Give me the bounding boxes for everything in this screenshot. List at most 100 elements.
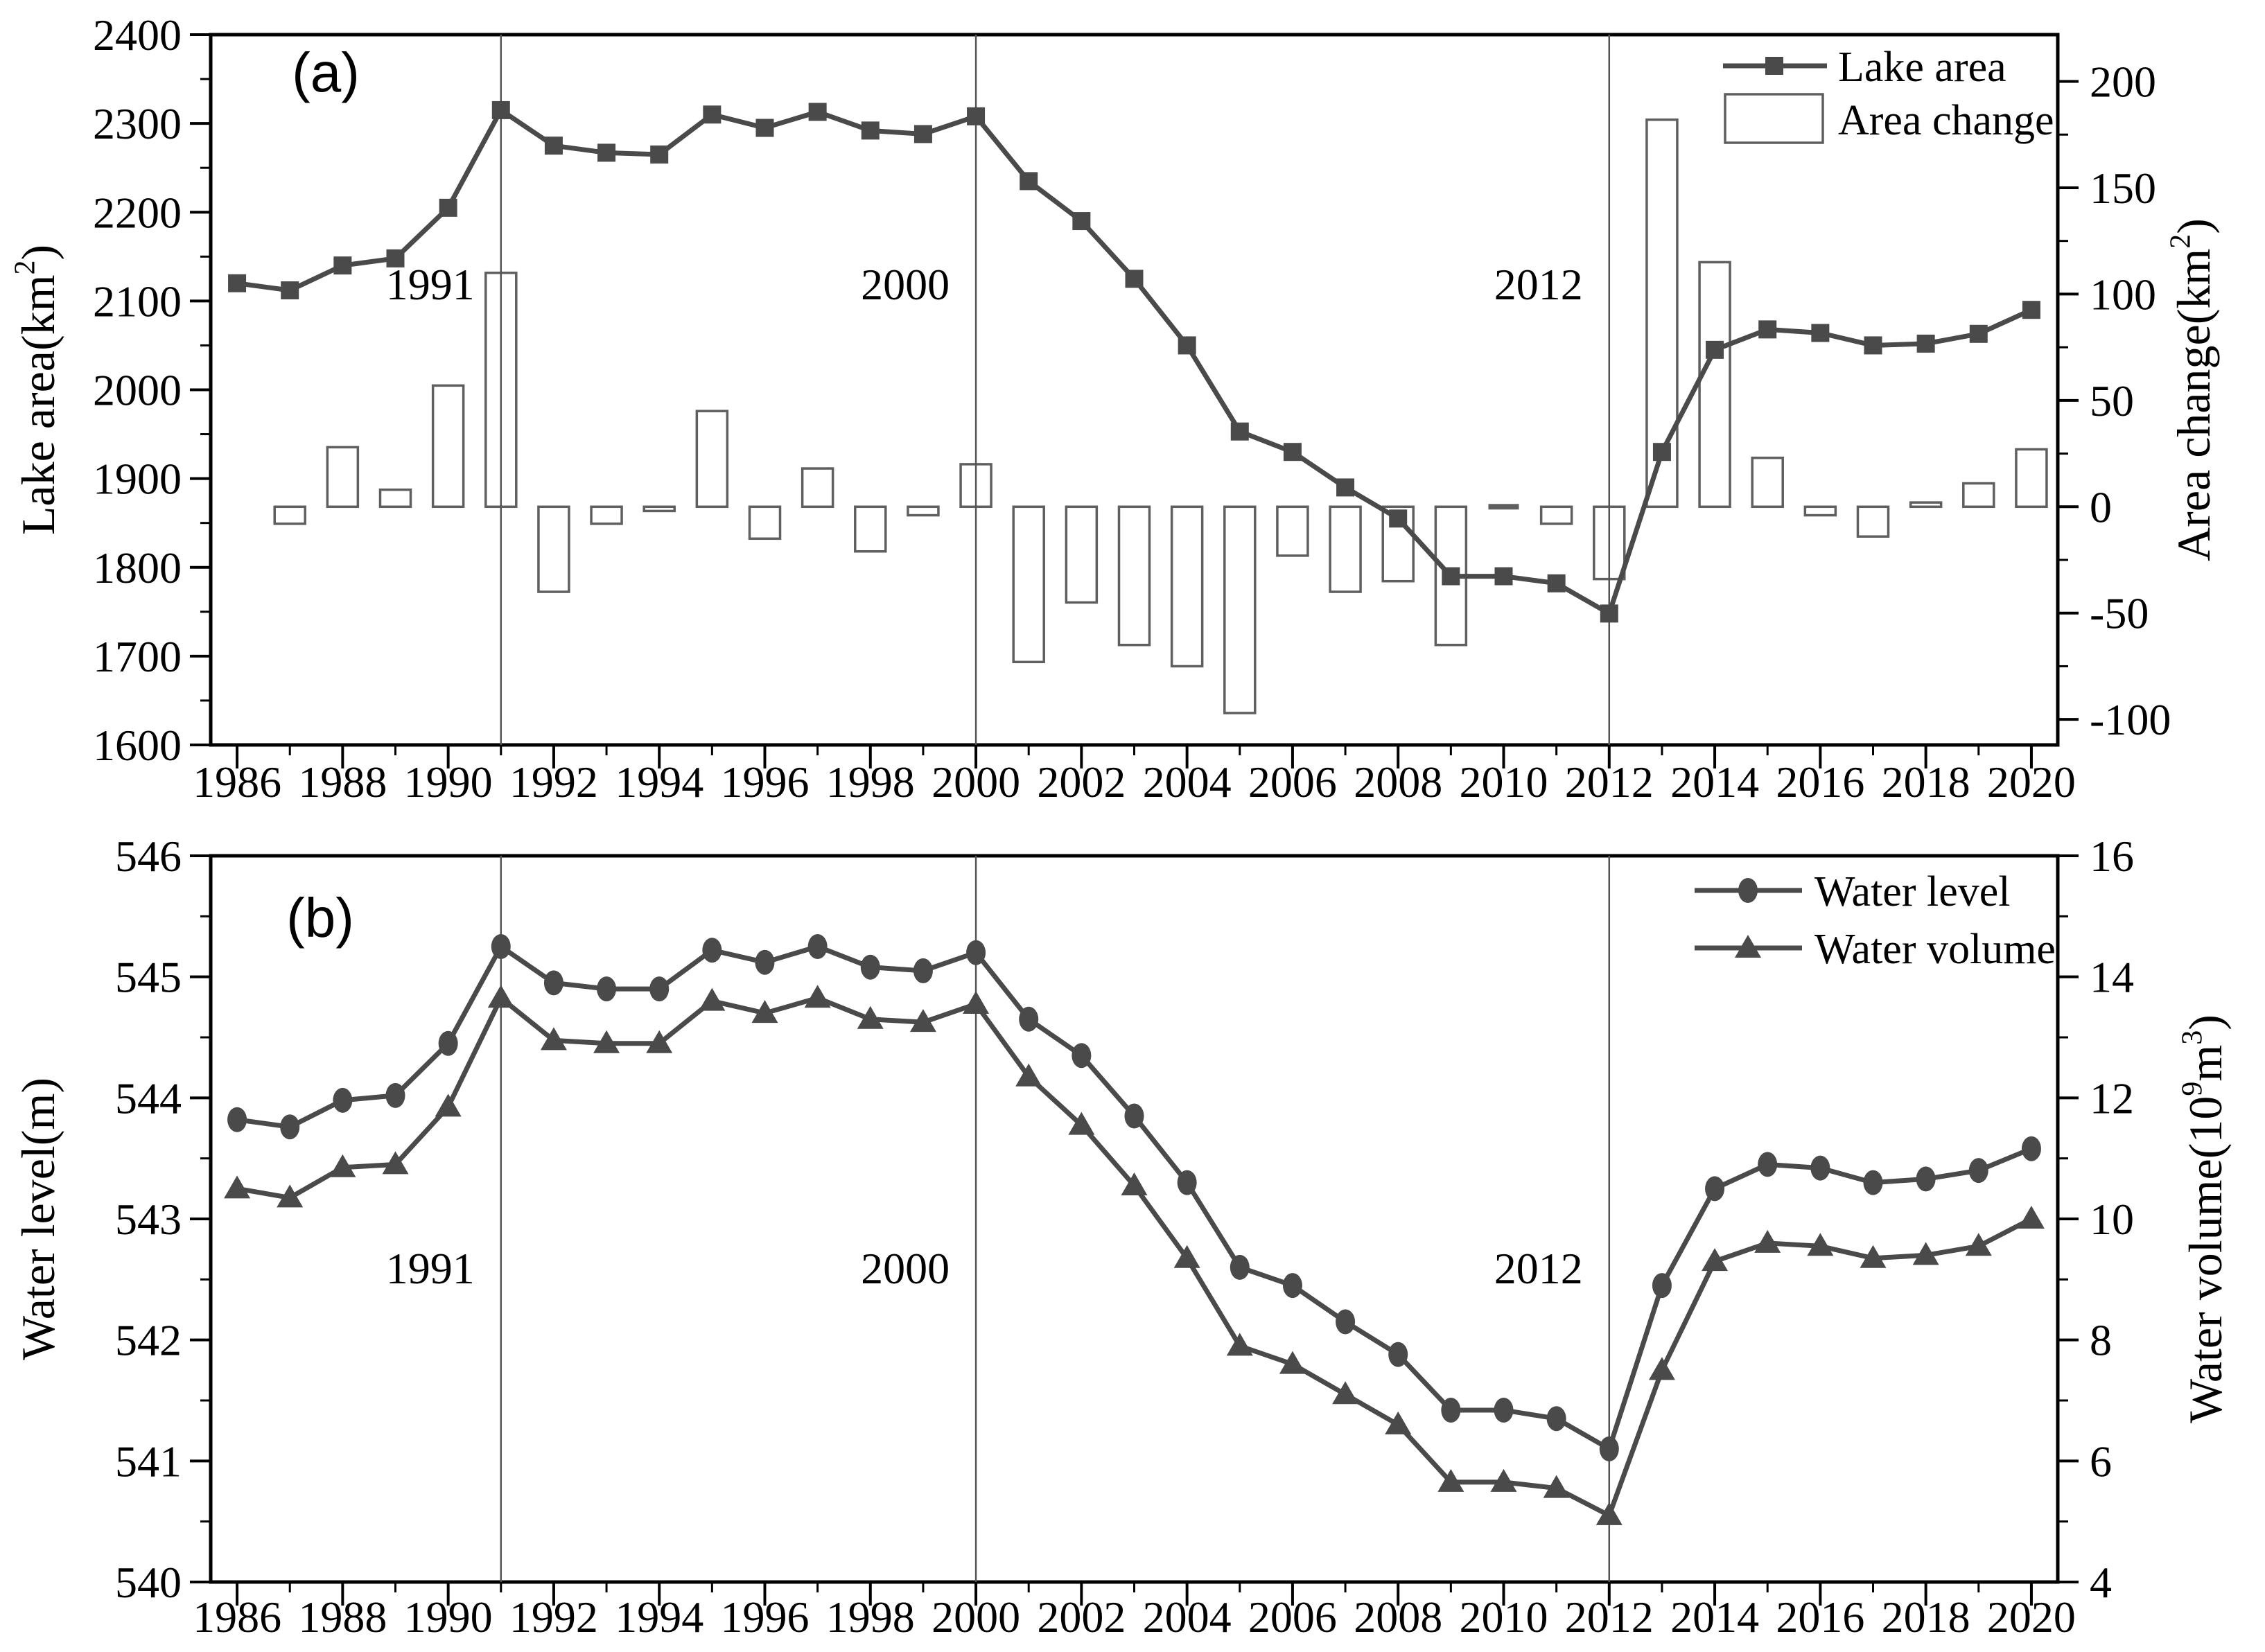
panel-a-x-tick-label: 1994	[615, 757, 703, 807]
water-level-point-1994	[649, 976, 670, 1002]
area-change-bar-2001	[1012, 505, 1045, 664]
area-change-bar-2007	[1329, 505, 1362, 593]
lake-area-point-2003	[1125, 270, 1144, 288]
water-level-point-2013	[1652, 1273, 1672, 1299]
water-volume-point-1989	[382, 1151, 409, 1175]
panel-b-right-tick-label: 16	[2090, 832, 2134, 881]
panel-a-x-tick-label: 2012	[1565, 757, 1654, 807]
lake-area-point-1987	[281, 281, 299, 299]
panel-a-x-tick-label: 2004	[1143, 757, 1232, 807]
legend-item-lake-area: Lake area	[1723, 44, 2006, 91]
water-volume-point-2010	[1490, 1468, 1517, 1492]
lake-area-point-1999	[913, 125, 932, 143]
water-level-point-1996	[755, 949, 775, 975]
area-change-bar-2014	[1698, 261, 1731, 509]
panel-a-right-tick-label: -100	[2090, 695, 2171, 744]
area-change-bar-2011	[1539, 505, 1573, 525]
area-change-bar-1997	[801, 467, 834, 509]
water-level-point-1997	[807, 934, 828, 959]
panel-b-axes	[190, 854, 2079, 1606]
panel-a-right-axis-title: Area change(km2)	[2165, 218, 2220, 561]
panel-a-right-tick-label: -50	[2090, 589, 2149, 638]
legend-item-area-change: Area change	[1724, 93, 2054, 144]
panel-b-left-tick-label: 542	[115, 1316, 182, 1365]
water-level-point-2005	[1230, 1254, 1250, 1280]
panel-b-x-tick-label: 1996	[721, 1592, 810, 1642]
area-change-bar-1996	[748, 505, 782, 541]
lake-area-point-1988	[333, 256, 352, 275]
water-volume-point-1994	[646, 1030, 673, 1053]
water-level-point-2014	[1705, 1176, 1725, 1202]
lake-area-point-2018	[1916, 334, 1935, 353]
legend-label: Water volume	[1814, 926, 2056, 973]
panel-b-left-tick-label: 541	[115, 1436, 182, 1486]
panel-b-left-tick-label: 545	[115, 953, 182, 1002]
panel-a-x-tick-label: 2008	[1354, 757, 1442, 807]
lake-area-point-1992	[544, 137, 563, 155]
area-change-bar-1994	[642, 505, 676, 513]
water-volume-point-1988	[329, 1154, 356, 1177]
water-level-point-2000	[966, 940, 986, 965]
lake-area-point-1997	[808, 103, 827, 121]
annotation-2000-a: 2000	[861, 260, 950, 309]
water-volume-point-2016	[1807, 1233, 1834, 1256]
panel-b-x-tick-label: 2004	[1143, 1592, 1232, 1642]
panel-b-x-tick-label: 2018	[1882, 1592, 1970, 1642]
lake-area-point-2017	[1864, 336, 1882, 355]
lake-area-point-1998	[861, 121, 880, 140]
area-change-bar-2002	[1065, 505, 1099, 604]
water-level-point-1986	[227, 1107, 247, 1132]
panel-a-x-tick-label: 2014	[1670, 757, 1759, 807]
lake-area-point-1991	[491, 100, 510, 119]
lake-area-point-2005	[1230, 422, 1249, 441]
water-level-point-2020	[2021, 1136, 2041, 1161]
panel-b-x-tick-label: 1986	[193, 1592, 281, 1642]
panel-a-x-tick-label: 2016	[1776, 757, 1864, 807]
water-volume-point-2017	[1860, 1245, 1887, 1268]
lake-area-point-2006	[1283, 443, 1302, 462]
panel-a-x-tick-label: 1990	[404, 757, 493, 807]
water-volume-point-2009	[1437, 1468, 1464, 1492]
panel-a-left-axis-title: Lake area(km2)	[9, 245, 64, 535]
water-volume-point-2018	[1912, 1242, 1939, 1265]
water-volume-point-1993	[593, 1030, 620, 1053]
water-volume-point-2000	[963, 990, 990, 1014]
area-change-bar-2020	[2015, 448, 2048, 509]
panel-b-right-tick-label: 10	[2090, 1195, 2134, 1244]
panel-b-left-tick-label: 544	[115, 1073, 182, 1123]
area-change-bar-2004	[1170, 505, 1204, 668]
area-change-bar-2019	[1962, 482, 1995, 509]
water-level-point-2006	[1282, 1273, 1302, 1299]
panel-a-left-tick-label: 2000	[93, 366, 182, 415]
water-level-point-2018	[1916, 1166, 1936, 1192]
area-change-bars	[273, 118, 2048, 714]
water-volume-point-2006	[1279, 1351, 1306, 1374]
panel-a-x-tick-label: 2020	[1987, 757, 2076, 807]
area-change-bar-1999	[907, 505, 940, 517]
area-change-bar-2018	[1909, 501, 1943, 509]
water-level-point-2007	[1336, 1309, 1356, 1335]
water-volume-point-2002	[1068, 1111, 1095, 1135]
lake-area-point-2002	[1072, 212, 1091, 231]
area-change-bar-2006	[1276, 505, 1309, 557]
panel-b-tag: (b)	[286, 887, 354, 949]
water-level-point-2002	[1072, 1043, 1092, 1069]
panel-b-legend: Water level Water volume	[1695, 868, 2056, 973]
lake-area-point-2004	[1178, 336, 1196, 355]
water-level-point-1987	[280, 1114, 300, 1140]
water-level-point-1989	[385, 1082, 405, 1108]
lake-area-point-2015	[1758, 320, 1777, 339]
area-change-bar-2005	[1223, 505, 1257, 714]
water-level-point-2004	[1177, 1170, 1197, 1195]
square-marker-icon	[1765, 57, 1783, 75]
water-level-line	[236, 942, 2033, 1453]
area-change-bar-1998	[854, 505, 887, 553]
panel-b-x-tick-label: 2008	[1354, 1592, 1442, 1642]
lake-area-point-2014	[1706, 340, 1724, 359]
water-level-point-2012	[1599, 1436, 1619, 1461]
panel-b-x-tick-label: 1988	[298, 1592, 387, 1642]
panel-a-left-tick-label: 1800	[93, 543, 182, 592]
water-volume-point-1992	[540, 1027, 567, 1051]
